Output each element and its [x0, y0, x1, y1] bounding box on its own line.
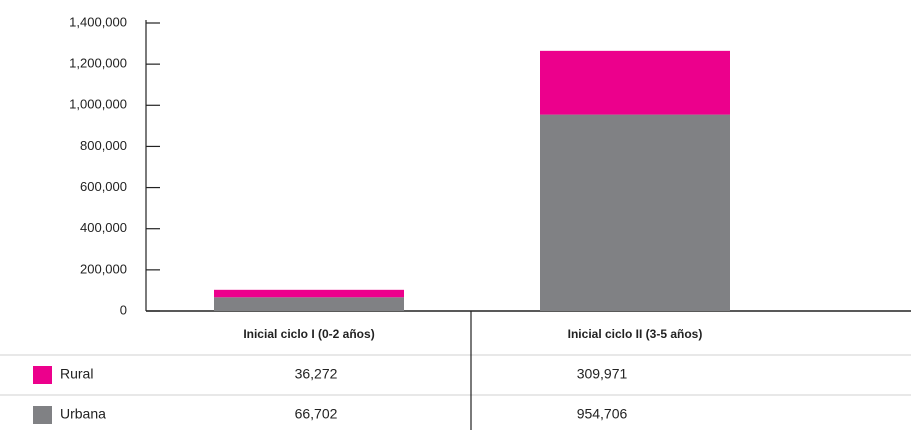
- y-tick-label: 400,000: [80, 220, 127, 235]
- y-tick-label: 1,000,000: [69, 97, 127, 112]
- table-value: 309,971: [577, 366, 628, 382]
- x-tick-label: Inicial ciclo I (0-2 años): [243, 327, 374, 341]
- y-tick-label: 800,000: [80, 138, 127, 153]
- y-tick-label: 0: [120, 302, 127, 317]
- table-value: 954,706: [577, 406, 628, 422]
- bar-segment: [214, 297, 404, 311]
- y-tick-label: 200,000: [80, 261, 127, 276]
- bar-segment: [540, 50, 730, 115]
- x-tick-label: Inicial ciclo II (3-5 años): [568, 327, 703, 341]
- legend-swatch: [33, 406, 52, 424]
- legend-label: Urbana: [60, 406, 106, 422]
- bar-segment: [540, 114, 730, 312]
- y-tick-label: 1,200,000: [69, 56, 127, 71]
- table-value: 36,272: [295, 366, 338, 382]
- bar-segment: [214, 289, 404, 298]
- y-tick-label: 600,000: [80, 179, 127, 194]
- table-value: 66,702: [295, 406, 338, 422]
- legend-label: Rural: [60, 366, 93, 382]
- y-tick-label: 1,400,000: [69, 14, 127, 29]
- legend-swatch: [33, 366, 52, 384]
